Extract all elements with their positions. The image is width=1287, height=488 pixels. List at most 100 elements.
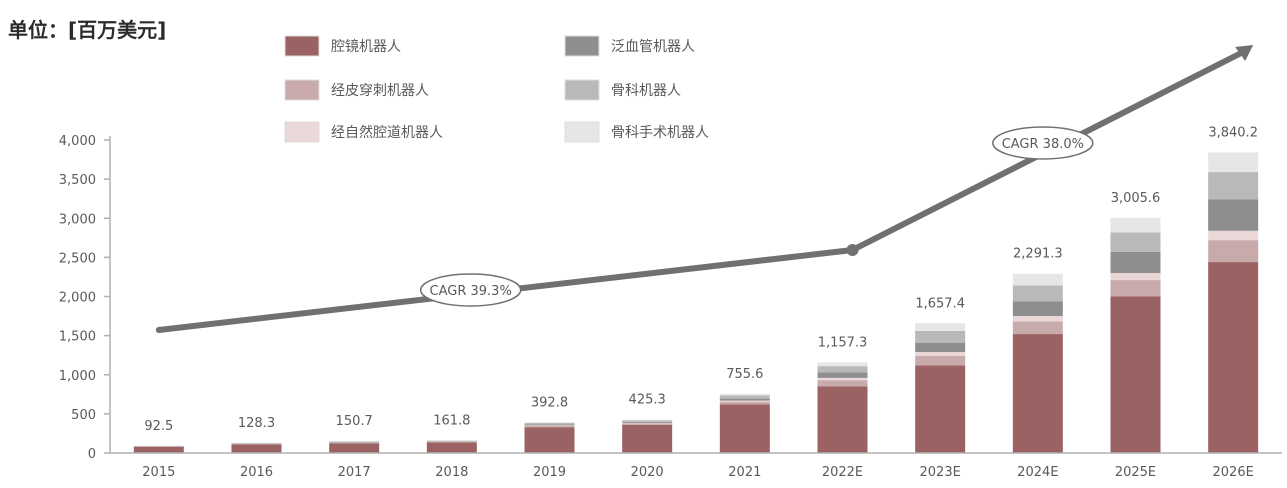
bar-segment bbox=[1012, 316, 1063, 322]
bar-segment bbox=[1110, 273, 1161, 281]
bar-segment bbox=[1012, 301, 1063, 317]
x-tick-label: 2018 bbox=[435, 465, 468, 480]
unit-label: 单位：[百万美元] bbox=[8, 18, 167, 42]
cagr-label: CAGR 39.3% bbox=[430, 284, 512, 299]
trend-line: CAGR 39.3% CAGR 38.0% bbox=[155, 45, 1254, 333]
total-label: 92.5 bbox=[144, 419, 173, 434]
total-label: 3,005.6 bbox=[1111, 191, 1161, 206]
total-label: 1,157.3 bbox=[818, 335, 868, 350]
x-tick-label: 2016 bbox=[240, 465, 273, 480]
bar-segment bbox=[915, 355, 966, 366]
cagr-oval bbox=[419, 273, 522, 307]
bar-segment bbox=[915, 352, 966, 356]
legend-swatch bbox=[564, 121, 600, 143]
bar-segment bbox=[817, 366, 868, 373]
bar-segment bbox=[719, 398, 770, 401]
bar-segment bbox=[426, 440, 477, 442]
bar-segment bbox=[817, 362, 868, 367]
bar-segment bbox=[915, 365, 966, 453]
x-tick-label: 2020 bbox=[631, 465, 664, 480]
bar-segment bbox=[622, 423, 673, 425]
bar-segment bbox=[1208, 172, 1259, 200]
bar-segment bbox=[1110, 296, 1161, 453]
bar-segment bbox=[719, 400, 770, 402]
bar-segment bbox=[231, 444, 282, 453]
bar-segment bbox=[719, 393, 770, 396]
bar-stacks bbox=[133, 152, 1259, 453]
legend-item: 经皮穿刺机器人 bbox=[284, 79, 429, 101]
total-label: 3,840.2 bbox=[1208, 126, 1258, 141]
legend-item: 经自然腔道机器人 bbox=[284, 121, 443, 143]
bar-segment bbox=[1012, 285, 1063, 302]
bar-segment bbox=[1110, 232, 1161, 252]
bar-segment bbox=[817, 372, 868, 378]
bar-stack bbox=[329, 441, 380, 453]
bar-stack bbox=[1012, 273, 1063, 453]
x-tick-label: 2019 bbox=[533, 465, 566, 480]
bar-segment bbox=[1012, 273, 1063, 286]
y-tick-label: 0 bbox=[88, 447, 96, 462]
legend-swatch bbox=[564, 35, 600, 57]
x-tick-label: 2025E bbox=[1115, 465, 1156, 480]
legend-label: 腔镜机器人 bbox=[331, 39, 401, 55]
cagr-label: CAGR 38.0% bbox=[1002, 137, 1084, 152]
bar-segment bbox=[329, 443, 380, 453]
bar-segment bbox=[622, 420, 673, 422]
x-axis: 2015 2016 2017 2018 2019 2020 2021 2022E 2023E 20… bbox=[110, 452, 1282, 480]
legend-item: 腔镜机器人 bbox=[284, 35, 401, 57]
bar-stack bbox=[524, 422, 575, 453]
legend-label: 骨科机器人 bbox=[611, 83, 681, 99]
legend-label: 经自然腔道机器人 bbox=[331, 124, 443, 141]
bar-segment bbox=[719, 395, 770, 399]
trend-arrowhead bbox=[1235, 45, 1254, 61]
bar-segment bbox=[817, 386, 868, 453]
bar-segment bbox=[524, 426, 575, 428]
cagr-oval bbox=[992, 126, 1094, 160]
bar-segment bbox=[915, 323, 966, 331]
total-label: 755.6 bbox=[726, 367, 763, 382]
y-tick-label: 2,000 bbox=[59, 291, 96, 306]
bar-stack bbox=[622, 419, 673, 453]
bar-segment bbox=[524, 427, 575, 453]
bar-segment bbox=[817, 380, 868, 387]
trend-vertex bbox=[846, 244, 859, 256]
bar-segment bbox=[1110, 217, 1161, 233]
x-tick-label: 2021 bbox=[728, 465, 761, 480]
bar-segment bbox=[1208, 230, 1259, 241]
y-tick-label: 4,000 bbox=[59, 134, 96, 149]
y-tick-label: 2,500 bbox=[59, 251, 96, 266]
total-label: 392.8 bbox=[531, 395, 568, 410]
y-tick-label: 1,500 bbox=[59, 330, 96, 345]
bar-stack bbox=[1110, 217, 1161, 453]
bar-segment bbox=[719, 404, 770, 453]
x-tick-label: 2026E bbox=[1213, 465, 1254, 480]
legend-item: 骨科机器人 bbox=[564, 79, 681, 101]
trend-polyline bbox=[155, 48, 1249, 333]
legend-swatch bbox=[284, 121, 320, 143]
bar-segment bbox=[622, 424, 673, 453]
total-label: 2,291.3 bbox=[1013, 247, 1063, 262]
bar-segment bbox=[1012, 334, 1063, 453]
bar-stack bbox=[231, 442, 282, 453]
cagr-annotation: CAGR 39.3% bbox=[419, 273, 522, 307]
bar-segment bbox=[719, 401, 770, 405]
x-tick-label: 2015 bbox=[142, 465, 175, 480]
bar-segment bbox=[1208, 152, 1259, 173]
total-label: 425.3 bbox=[629, 393, 666, 408]
bar-segment bbox=[524, 422, 575, 423]
y-tick-label: 1,000 bbox=[59, 369, 96, 384]
y-axis: 0 500 1,000 1,500 2,000 2,500 3,000 3,500 4,000 bbox=[59, 134, 111, 462]
bar-segment bbox=[622, 419, 673, 421]
x-tick-label: 2023E bbox=[920, 465, 961, 480]
legend-item: 泛血管机器人 bbox=[564, 35, 695, 57]
total-label: 161.8 bbox=[433, 413, 470, 428]
bar-stack bbox=[426, 440, 477, 453]
bar-stack bbox=[817, 362, 868, 453]
bar-segment bbox=[426, 442, 477, 453]
total-label: 128.3 bbox=[238, 416, 275, 431]
bar-stack bbox=[133, 445, 184, 453]
bar-segment bbox=[329, 441, 380, 443]
x-tick-label: 2024E bbox=[1017, 465, 1058, 480]
bar-segment bbox=[915, 342, 966, 353]
